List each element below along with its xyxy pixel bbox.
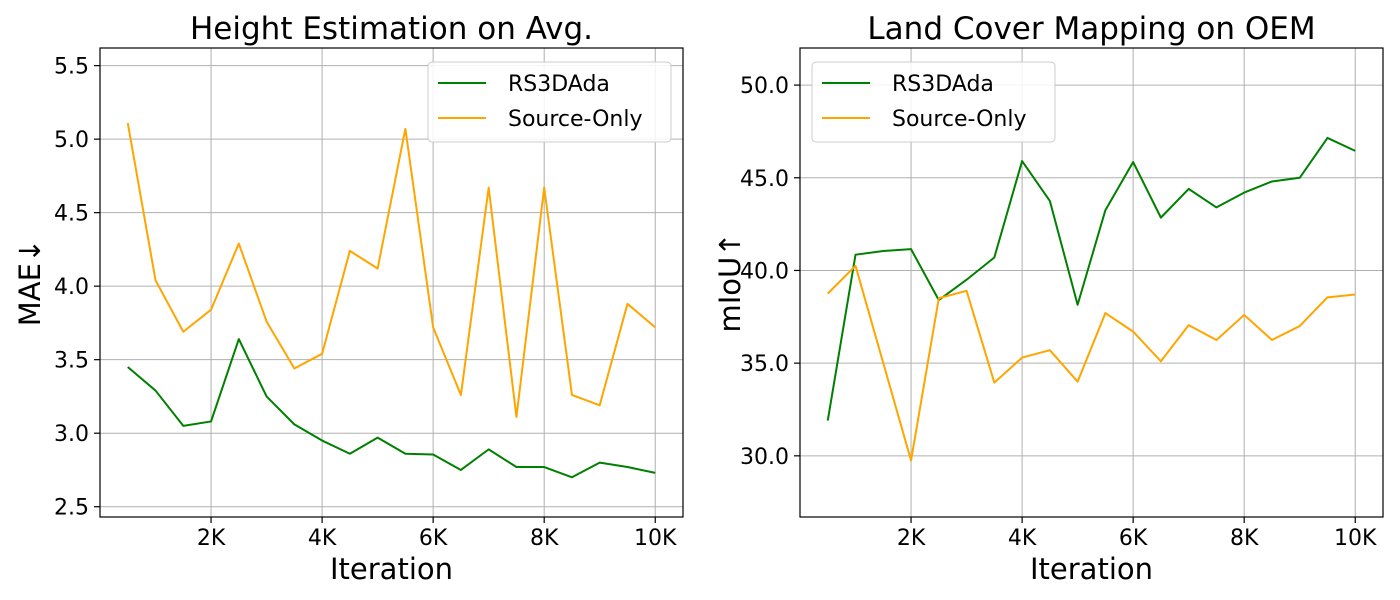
- x-tick-label: 6K: [419, 526, 448, 551]
- y-tick-label: 4.5: [54, 202, 89, 227]
- x-axis-label: Iteration: [1030, 552, 1153, 586]
- series-line-rs3dada: [127, 338, 656, 479]
- y-tick-label: 45.0: [740, 167, 789, 192]
- y-tick-label: 2.5: [54, 496, 89, 521]
- y-tick-label: 30.0: [740, 445, 789, 470]
- x-tick-label: 8K: [1230, 526, 1259, 551]
- chart-title: Height Estimation on Avg.: [190, 11, 593, 47]
- legend-label: RS3DAda: [892, 72, 994, 97]
- chart-title: Land Cover Mapping on OEM: [867, 11, 1315, 47]
- y-tick-label: 50.0: [740, 74, 789, 99]
- y-axis-label: MAE↓: [13, 239, 47, 326]
- chart-panel-2: 2K 4K 6K 8K 10K 30.0 35.0 40.0 45.0 50.0 Land Cove…: [713, 11, 1384, 586]
- y-tick-label: 40.0: [740, 259, 789, 284]
- legend-box: [427, 61, 672, 143]
- y-axis-label: mIoU↑: [713, 232, 747, 332]
- y-tick-label: 3.0: [54, 422, 89, 447]
- y-tick-label: 3.5: [54, 349, 89, 374]
- legend: RS3DAda Source-Only: [427, 61, 672, 143]
- series-line-source-only: [126, 122, 656, 419]
- legend-label: RS3DAda: [508, 72, 610, 97]
- plot-frame: [799, 47, 1384, 518]
- x-tick-label: 8K: [530, 526, 559, 551]
- x-tick-label: 6K: [1119, 526, 1148, 551]
- legend-label: Source-Only: [508, 107, 643, 132]
- legend-label: Source-Only: [892, 107, 1027, 132]
- y-tick-label: 5.5: [54, 55, 89, 80]
- x-tick-label: 4K: [308, 526, 337, 551]
- y-tick-label: 4.0: [54, 275, 89, 300]
- chart-panel-1: 2K 4K 6K 8K 10K 2.5 3.0 3.5 4.0 4.5 5.0 5.5 Height E…: [13, 11, 684, 586]
- x-tick-label: 2K: [897, 526, 926, 551]
- series-line-rs3dada: [826, 136, 1356, 421]
- legend-box: [811, 61, 1056, 143]
- x-tick-label: 10K: [634, 526, 677, 551]
- legend: RS3DAda Source-Only: [811, 61, 1056, 143]
- y-tick-label: 35.0: [740, 352, 789, 377]
- x-tick-label: 4K: [1008, 526, 1037, 551]
- x-tick-label: 2K: [197, 526, 226, 551]
- y-tick-label: 5.0: [54, 128, 89, 153]
- x-tick-label: 10K: [1334, 526, 1377, 551]
- x-axis-label: Iteration: [330, 552, 453, 586]
- plot-frame: [99, 47, 684, 518]
- series-line-source-only: [827, 264, 1356, 462]
